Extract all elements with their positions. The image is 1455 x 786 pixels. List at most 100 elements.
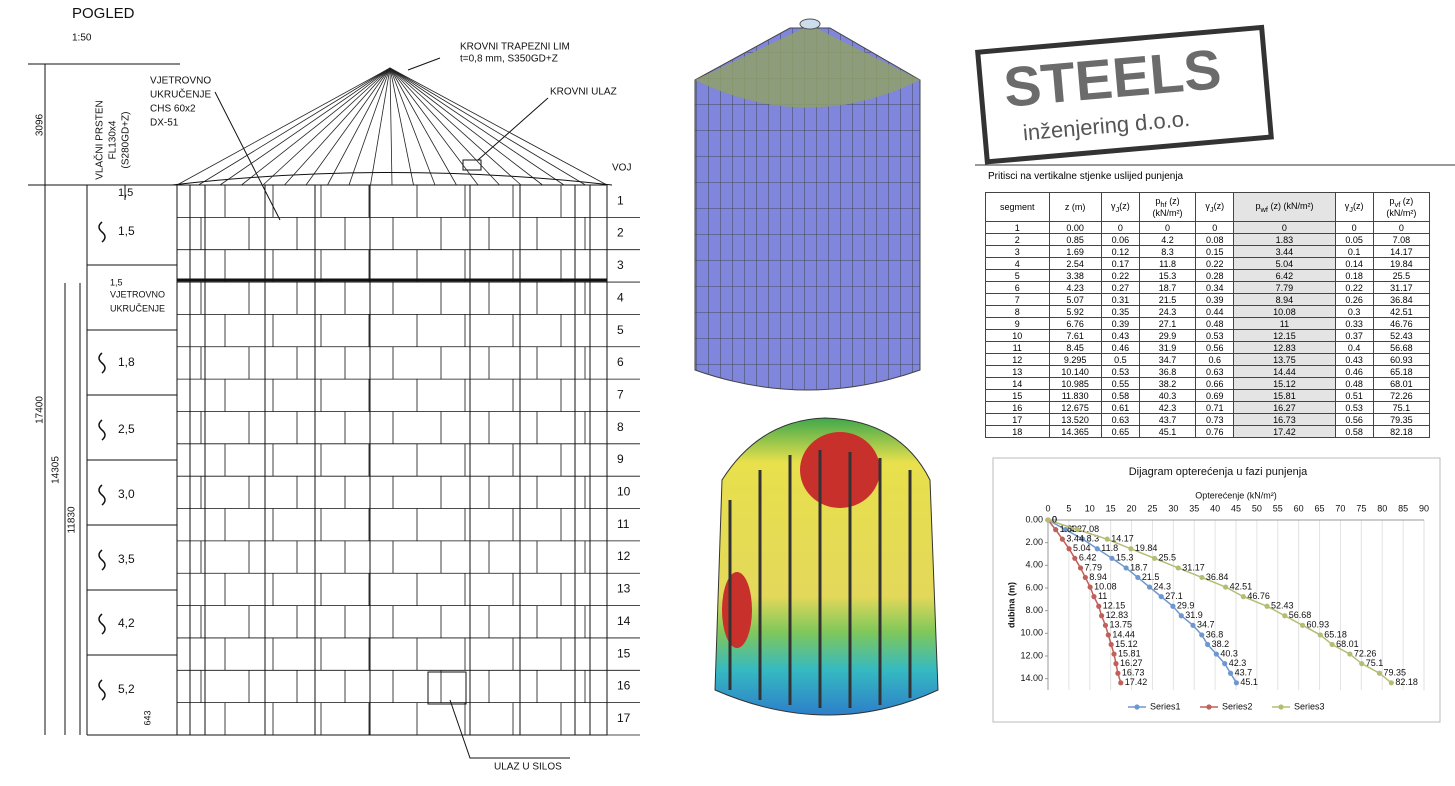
roof-rib	[389, 67, 586, 186]
column-header: pvf (z) (kN/m²)	[1372, 192, 1431, 222]
table-cell: 3.44	[1233, 245, 1336, 258]
segment-label: 4,2	[118, 616, 135, 630]
table-cell: 4.2	[1138, 233, 1197, 246]
data-label: 15.3	[1116, 553, 1134, 563]
table-cell: 9.295	[1048, 353, 1102, 366]
table-cell: 11	[1233, 317, 1336, 330]
legend-marker	[1278, 704, 1284, 710]
table-cell: 0.00	[1048, 221, 1102, 234]
roof-eave	[171, 172, 613, 186]
data-point	[1128, 546, 1134, 552]
entry-door	[427, 671, 467, 705]
table-cell: 0.12	[1100, 245, 1140, 258]
table-cell: 6	[985, 281, 1050, 294]
table-cell: 0.63	[1100, 413, 1140, 426]
data-point	[1299, 622, 1306, 628]
table-cell: 46.76	[1372, 317, 1431, 330]
data-point	[1123, 565, 1129, 571]
y-tick-label: 4.00	[1025, 560, 1043, 570]
column-header: z (m)	[1048, 192, 1102, 222]
x-tick-label: 55	[1273, 503, 1283, 513]
table-cell: 38.2	[1138, 377, 1197, 390]
data-label: 11	[1098, 591, 1107, 601]
table-cell: 0.85	[1048, 233, 1102, 246]
wind-label: VJETROVNO	[150, 76, 211, 87]
table-cell: 34.7	[1138, 353, 1197, 366]
legend-label: Series2	[1222, 701, 1253, 711]
data-point	[1151, 555, 1158, 561]
table-cell: 11	[985, 341, 1050, 354]
table-cell: 14.17	[1372, 245, 1431, 258]
header-text: (z)	[1353, 200, 1364, 211]
render-upper	[694, 18, 921, 391]
data-label: 1.83	[1060, 524, 1078, 534]
table-cell: 10.08	[1233, 305, 1336, 318]
table-cell: 5.92	[1048, 305, 1102, 318]
segment-symbol	[98, 484, 106, 506]
table-cell: 13	[985, 365, 1050, 378]
table-cell: 3	[985, 245, 1050, 258]
table-cell: 0.63	[1195, 365, 1235, 378]
segment-label: 1,5	[118, 187, 133, 199]
table-cell: 0.14	[1334, 257, 1374, 270]
dimension: 11830	[67, 506, 78, 534]
data-point	[1233, 680, 1240, 686]
entry-label: ULAZ U SILOS	[494, 762, 562, 773]
table-row: 18 14.365 0.65 45.1 0.76 17.42 0.58 82.18	[985, 425, 1431, 438]
data-point	[1113, 661, 1119, 667]
table-cell: 5.04	[1233, 257, 1336, 270]
table-cell: 2	[985, 233, 1050, 246]
table-cell: 5	[985, 269, 1050, 282]
data-label: 40.3	[1220, 648, 1238, 658]
data-label: 8.3	[1087, 534, 1100, 544]
table-cell: 68.01	[1372, 377, 1431, 390]
roof-rib	[389, 67, 414, 186]
table-row: 17 13.520 0.63 43.7 0.73 16.73 0.56 79.35	[985, 413, 1431, 426]
table-cell: 0.51	[1334, 389, 1374, 402]
table-cell: 0.08	[1195, 233, 1235, 246]
column-header: pwf (z) (kN/m²)	[1233, 192, 1336, 222]
y-tick-label: 0.00	[1025, 514, 1043, 524]
roof-rib	[348, 67, 391, 186]
data-label: 0	[1052, 514, 1057, 524]
data-point	[1082, 574, 1088, 581]
legend-label: Series3	[1294, 701, 1325, 711]
wind-label: CHS 60x2	[150, 104, 196, 115]
data-point	[1264, 603, 1270, 609]
data-label: 16.73	[1122, 668, 1145, 678]
roof-rib	[389, 67, 457, 186]
header-sub: hf	[1160, 199, 1167, 209]
table-cell: 45.1	[1138, 425, 1197, 438]
table-cell: 0.76	[1195, 425, 1235, 438]
table-cell: 9	[985, 317, 1050, 330]
hot-zone	[722, 572, 752, 648]
header-unit: (kN/m²)	[1152, 208, 1183, 219]
table-cell: 17	[985, 413, 1050, 426]
table-row: 13 10.140 0.53 36.8 0.63 14.44 0.46 65.18	[985, 365, 1431, 378]
ring-number: 11	[617, 517, 630, 531]
table-row: 12 9.295 0.5 34.7 0.6 13.75 0.43 60.93	[985, 353, 1431, 366]
ring-number: 15	[617, 646, 631, 660]
table-cell: 0.69	[1195, 389, 1235, 402]
table-body: 1 0.00 0 0 0 0 0 0 2 0.85 0.06 4.2 0.08 1.83 0.05 7.08 3…	[985, 221, 1431, 438]
logo-frame	[975, 24, 1274, 165]
ring-number: 10	[617, 485, 631, 499]
data-point	[1087, 584, 1093, 590]
table-cell: 14.365	[1048, 425, 1102, 438]
table-cell: 40.3	[1138, 389, 1197, 402]
data-label: 13.75	[1109, 620, 1132, 630]
table-row: 16 12.675 0.61 42.3 0.71 16.27 0.53 75.1	[985, 401, 1431, 414]
segment-symbol	[98, 613, 106, 635]
table-cell: 18.7	[1138, 281, 1197, 294]
data-point	[1105, 632, 1111, 638]
column-header: γJ(z)	[1100, 192, 1140, 222]
data-label: 31.9	[1185, 610, 1203, 620]
data-label: 17.42	[1125, 677, 1148, 687]
data-label: 46.76	[1247, 591, 1270, 601]
table-cell: 0.66	[1195, 377, 1235, 390]
wind-label: DX-51	[150, 118, 179, 129]
table-cell: 0.33	[1334, 317, 1374, 330]
table-cell: 10	[985, 329, 1050, 342]
header-row: segment z (m) γJ(z) phf (z) (kN/m²) γJ(z) pwf …	[985, 192, 1431, 222]
